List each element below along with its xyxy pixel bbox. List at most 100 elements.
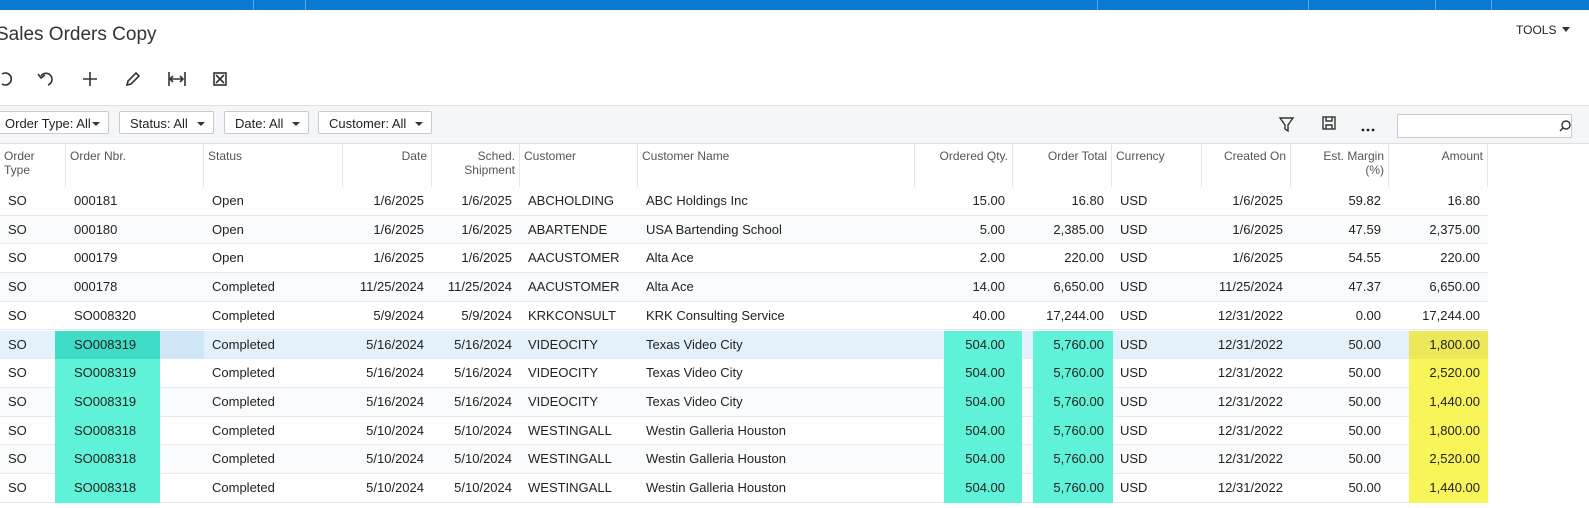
- save-button[interactable]: [1322, 116, 1336, 130]
- column-header[interactable]: Sched. Shipment: [432, 143, 520, 187]
- column-header[interactable]: Order Nbr.: [66, 143, 204, 187]
- table-cell: Completed: [212, 451, 275, 467]
- table-cell: 2,520.00: [1429, 451, 1480, 467]
- table-cell: 5/10/2024: [366, 480, 424, 495]
- table-cell: 50.00: [1348, 393, 1381, 409]
- header-label: Date: [401, 149, 427, 163]
- table-cell: 1/6/2025: [373, 250, 424, 266]
- highlight: [1033, 416, 1113, 446]
- table-cell: 12/31/2022: [1217, 365, 1283, 381]
- highlight: [944, 445, 1022, 474]
- table-row[interactable]: [0, 474, 1488, 503]
- column-header[interactable]: Order Total: [1013, 143, 1112, 187]
- table-cell: 59.82: [1348, 193, 1381, 208]
- table-cell: Alta Ace: [646, 250, 694, 266]
- add-button[interactable]: [83, 72, 97, 86]
- table-row[interactable]: [0, 387, 1488, 417]
- toolbar: [1, 71, 227, 87]
- table-cell: 5,760.00: [1053, 451, 1104, 467]
- table-cell: 1/6/2025: [461, 221, 512, 237]
- table-cell: ABC Holdings Inc: [646, 193, 748, 208]
- highlight: [1033, 359, 1113, 388]
- table-row[interactable]: [0, 273, 1488, 302]
- column-header[interactable]: Amount: [1389, 143, 1488, 187]
- table-cell: ABARTENDE: [528, 221, 608, 237]
- search-icon: [1559, 120, 1571, 132]
- table-cell: 17,244.00: [1422, 307, 1480, 323]
- highlight: [55, 330, 160, 360]
- separator: [1491, 0, 1492, 10]
- column-header[interactable]: Status: [204, 143, 343, 187]
- highlight: [1033, 387, 1113, 417]
- table-cell: 504.00: [965, 393, 1005, 409]
- column-header[interactable]: Est. Margin (%): [1291, 143, 1389, 187]
- tools-menu[interactable]: TOOLS: [1516, 23, 1557, 37]
- filter-dropdown[interactable]: Date: All: [224, 111, 309, 134]
- highlight: [944, 330, 1022, 360]
- table-cell: AACUSTOMER: [528, 279, 620, 295]
- separator: [1097, 0, 1098, 10]
- table-row[interactable]: [0, 330, 1488, 360]
- column-header[interactable]: Currency: [1112, 143, 1202, 187]
- table-cell: 0.00: [1355, 307, 1381, 323]
- filter-dropdown[interactable]: Customer: All: [318, 111, 432, 134]
- table-cell: SO008319: [74, 393, 137, 409]
- excel-button[interactable]: [213, 72, 227, 86]
- table-row[interactable]: [0, 187, 1488, 216]
- edit-button[interactable]: [125, 71, 141, 87]
- table-cell: 504.00: [965, 480, 1005, 495]
- filter-dropdown[interactable]: Status: All: [119, 111, 214, 134]
- table-cell: 2,385.00: [1053, 221, 1104, 237]
- table-row[interactable]: [0, 215, 1488, 245]
- table-cell: 504.00: [965, 336, 1005, 352]
- table-cell: 504.00: [965, 451, 1005, 467]
- column-header[interactable]: Created On: [1202, 143, 1291, 187]
- filter-dropdown[interactable]: Order Type: All: [0, 111, 109, 134]
- table-cell: 5/16/2024: [366, 336, 424, 352]
- table-cell: SO: [8, 336, 27, 352]
- table-cell: 1,800.00: [1429, 336, 1480, 352]
- table-cell: 5,760.00: [1053, 422, 1104, 438]
- more-button[interactable]: [1361, 128, 1375, 132]
- table-row[interactable]: [0, 445, 1488, 474]
- table-cell: SO: [8, 393, 27, 409]
- table-cell: 50.00: [1348, 480, 1381, 495]
- table-cell: USD: [1120, 451, 1148, 467]
- column-header[interactable]: Ordered Qty.: [915, 143, 1013, 187]
- table-cell: 50.00: [1348, 336, 1381, 352]
- table-cell: SO: [8, 451, 27, 467]
- table-cell: 1/6/2025: [1232, 221, 1283, 237]
- table-cell: Texas Video City: [646, 336, 743, 352]
- table-cell: 1,440.00: [1429, 480, 1480, 495]
- table-cell: 12/31/2022: [1217, 393, 1283, 409]
- table-cell: 12/31/2022: [1217, 422, 1283, 438]
- column-header[interactable]: Date: [343, 143, 432, 187]
- table-cell: 5,760.00: [1053, 393, 1104, 409]
- table-cell: 12/31/2022: [1217, 336, 1283, 352]
- search-box[interactable]: [1397, 114, 1572, 138]
- column-header[interactable]: Customer: [520, 143, 638, 187]
- table-cell: USA Bartending School: [646, 221, 782, 237]
- table-cell: 5/9/2024: [461, 307, 512, 323]
- table-cell: 220.00: [1440, 250, 1480, 266]
- separator: [305, 0, 306, 10]
- column-header[interactable]: Order Type: [0, 143, 66, 187]
- table-row[interactable]: [0, 416, 1488, 446]
- table-row[interactable]: [0, 244, 1488, 274]
- table-cell: 11/25/2024: [447, 279, 512, 295]
- fit-button[interactable]: [168, 72, 186, 86]
- table-cell: 54.55: [1348, 250, 1381, 266]
- table-cell: WESTINGALL: [528, 480, 612, 495]
- table-row[interactable]: [0, 301, 1488, 331]
- table-cell: USD: [1120, 480, 1148, 495]
- table-cell: 12/31/2022: [1217, 307, 1283, 323]
- table-cell: AACUSTOMER: [528, 250, 620, 266]
- column-header[interactable]: Customer Name: [638, 143, 915, 187]
- filter-button[interactable]: [1278, 117, 1295, 133]
- table-row[interactable]: [0, 359, 1488, 388]
- table-cell: SO008319: [74, 365, 137, 381]
- table-cell: USD: [1120, 307, 1148, 323]
- table-cell: 5/10/2024: [454, 480, 512, 495]
- undo-button[interactable]: [37, 72, 53, 86]
- refresh-button[interactable]: [1, 72, 13, 86]
